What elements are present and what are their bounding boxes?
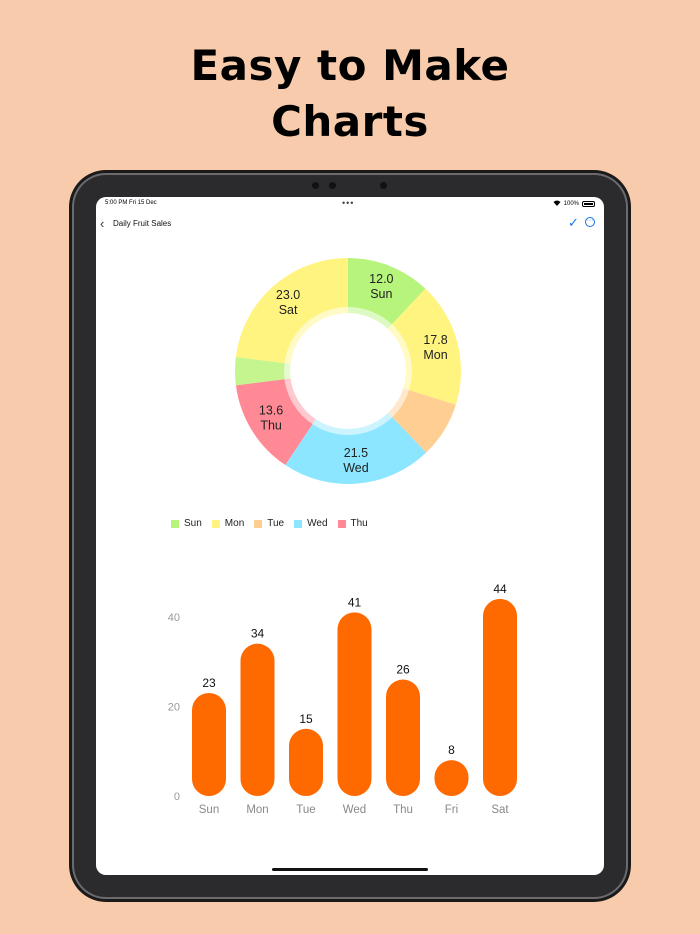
sensor-dot — [380, 182, 387, 189]
bar-value-label: 34 — [251, 627, 265, 641]
bar-value-label: 15 — [299, 712, 313, 726]
sensor-dot — [329, 182, 336, 189]
legend-item-thu[interactable]: Thu — [337, 518, 368, 529]
bar-value-label: 41 — [348, 595, 362, 609]
chevron-left-icon[interactable]: ‹ — [100, 216, 105, 231]
bar-thu[interactable] — [386, 679, 420, 796]
headline-line-2: Charts — [271, 97, 429, 146]
headline-line-1: Easy to Make — [190, 41, 510, 90]
bar-tue[interactable] — [289, 728, 323, 796]
sensor-dot — [312, 182, 319, 189]
x-tick-label: Fri — [445, 804, 458, 816]
bar-value-label: 8 — [448, 743, 455, 757]
bar-chart: 0 20 40 23 Sun 34 Mon 15 Tue 41 Wed 26 Thu 8 Fri 44 Sat — [168, 582, 517, 816]
bar-mon[interactable] — [240, 643, 275, 796]
legend-item-tue[interactable]: Tue — [254, 518, 284, 529]
nav-title[interactable]: Daily Fruit Sales — [113, 219, 172, 228]
legend-label: Sun — [184, 518, 202, 529]
donut-inner-ring — [284, 307, 412, 435]
top-button — [565, 170, 593, 174]
donut-hole — [291, 314, 405, 428]
pie-slice-tue[interactable] — [388, 388, 456, 453]
home-indicator[interactable] — [272, 868, 428, 871]
donut-chart: 12.0 Sun 17.8 Mon 21.5 Wed 13.6 Thu 23.0 Sat — [235, 258, 461, 484]
legend-label: Thu — [350, 518, 368, 529]
pie-label-sun: 12.0 Sun — [369, 272, 393, 301]
legend-swatch — [294, 519, 303, 528]
bar-sat[interactable] — [483, 598, 517, 796]
legend-label: Mon — [224, 518, 245, 529]
legend-label: Wed — [307, 518, 328, 529]
pie-slice-sat[interactable] — [235, 258, 348, 364]
legend-item-mon[interactable]: Mon — [211, 518, 245, 529]
bar-value-label: 44 — [493, 582, 507, 596]
pie-label-mon: 17.8 Mon — [423, 333, 447, 362]
screen: 5:00 PM Fri 15 Dec ••• 100% ‹ Daily Frui… — [96, 197, 604, 875]
volume-down-button — [627, 262, 630, 294]
pie-label-sat: 23.0 Sat — [276, 288, 300, 317]
bar-value-label: 23 — [202, 676, 216, 690]
legend-swatch — [337, 519, 346, 528]
x-tick-label: Sat — [491, 804, 509, 816]
pie-label-wed: 21.5 Wed — [343, 446, 369, 475]
bar-sun[interactable] — [192, 692, 226, 796]
bar-fri[interactable] — [434, 760, 469, 796]
legend-item-wed[interactable]: Wed — [294, 518, 328, 529]
chart-legend: Sun Mon Tue Wed Thu — [171, 518, 368, 529]
wifi-icon — [553, 200, 561, 208]
status-time: 5:00 PM Fri 15 Dec — [105, 200, 157, 206]
battery-percent: 100% — [563, 201, 579, 207]
x-tick-label: Sun — [199, 804, 219, 816]
y-tick-label: 0 — [174, 791, 180, 803]
bar-wed[interactable] — [337, 612, 372, 796]
pie-label-thu: 13.6 Thu — [259, 404, 283, 433]
status-right: 100% — [553, 200, 595, 208]
legend-swatch — [211, 519, 220, 528]
multitasking-dots-icon[interactable]: ••• — [342, 198, 355, 208]
pie-slice-wed[interactable] — [285, 412, 427, 484]
x-tick-label: Mon — [246, 804, 268, 816]
x-tick-label: Wed — [343, 804, 366, 816]
x-tick-label: Tue — [296, 804, 315, 816]
y-tick-label: 20 — [168, 701, 180, 713]
headline: Easy to Make Charts — [0, 38, 700, 150]
legend-swatch — [254, 519, 263, 528]
y-tick-label: 40 — [168, 612, 180, 624]
navigation-bar: ‹ Daily Fruit Sales ✓ ··· — [96, 215, 604, 235]
bar-value-label: 26 — [396, 663, 410, 677]
x-tick-label: Thu — [393, 804, 413, 816]
status-bar: 5:00 PM Fri 15 Dec ••• 100% — [96, 197, 604, 211]
pie-slice-fri[interactable] — [235, 356, 291, 386]
checkmark-icon[interactable]: ✓ — [568, 215, 579, 230]
legend-label: Tue — [267, 518, 285, 529]
ellipsis-circle-icon[interactable]: ··· — [585, 217, 595, 227]
battery-icon — [582, 201, 595, 207]
legend-item-sun[interactable]: Sun — [171, 518, 202, 529]
legend-swatch — [171, 519, 179, 528]
volume-up-button — [627, 222, 630, 254]
